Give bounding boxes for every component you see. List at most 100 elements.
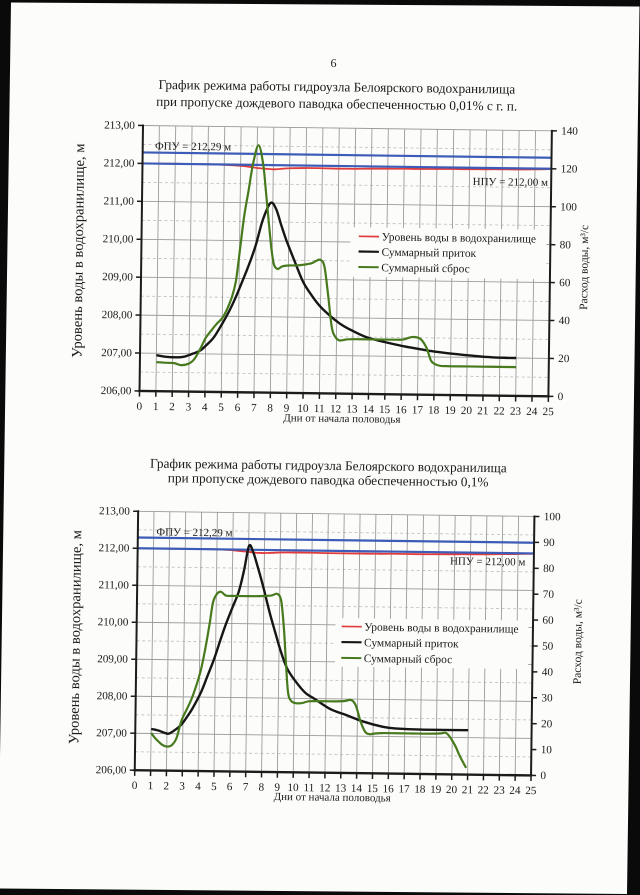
svg-text:40: 40 — [559, 315, 571, 327]
svg-text:График режима работы гидроузла: График режима работы гидроузла Белоярско… — [158, 77, 515, 97]
svg-text:40: 40 — [542, 666, 554, 678]
svg-text:21: 21 — [477, 405, 488, 417]
svg-text:15: 15 — [379, 404, 391, 416]
svg-text:80: 80 — [543, 563, 555, 575]
svg-text:11: 11 — [303, 782, 314, 794]
svg-text:19: 19 — [430, 784, 442, 796]
svg-text:Суммарный приток: Суммарный приток — [364, 637, 459, 650]
svg-text:17: 17 — [412, 404, 424, 416]
svg-text:6: 6 — [330, 56, 336, 70]
svg-text:1: 1 — [148, 780, 154, 792]
svg-text:211,00: 211,00 — [103, 195, 134, 207]
svg-text:Уровень воды в водохранилище,: Уровень воды в водохранилище, м — [66, 530, 85, 744]
svg-text:16: 16 — [382, 783, 394, 795]
svg-text:Суммарный сброс: Суммарный сброс — [381, 262, 470, 275]
svg-text:70: 70 — [543, 589, 555, 601]
svg-text:2: 2 — [163, 780, 169, 792]
svg-text:7: 7 — [251, 402, 257, 414]
svg-text:20: 20 — [541, 718, 553, 730]
svg-text:50: 50 — [542, 641, 554, 653]
svg-text:25: 25 — [525, 785, 537, 797]
svg-text:206,00: 206,00 — [96, 764, 127, 776]
svg-text:23: 23 — [493, 785, 505, 797]
svg-text:при пропуске дождевого паводка: при пропуске дождевого паводка обеспечен… — [156, 94, 517, 114]
svg-text:10: 10 — [541, 744, 553, 756]
svg-text:19: 19 — [444, 405, 456, 417]
svg-text:206,00: 206,00 — [101, 385, 132, 397]
svg-text:100: 100 — [560, 201, 577, 213]
svg-text:17: 17 — [398, 783, 410, 795]
svg-text:210,00: 210,00 — [98, 616, 129, 628]
svg-text:80: 80 — [560, 239, 572, 251]
svg-text:25: 25 — [543, 406, 555, 418]
svg-text:207,00: 207,00 — [101, 347, 132, 359]
svg-text:207,00: 207,00 — [96, 727, 127, 739]
svg-text:Уровень воды в водохранилище,: Уровень воды в водохранилище, м — [69, 143, 88, 357]
svg-text:0: 0 — [540, 770, 546, 782]
svg-text:0: 0 — [132, 780, 138, 792]
svg-text:24: 24 — [509, 785, 521, 797]
svg-text:График режима работы гидроузла: График режима работы гидроузла Белоярско… — [150, 456, 507, 476]
svg-text:0: 0 — [558, 391, 564, 403]
svg-text:90: 90 — [543, 537, 555, 549]
svg-text:212,00: 212,00 — [99, 542, 130, 554]
svg-text:НПУ = 212,00 м: НПУ = 212,00 м — [450, 556, 526, 569]
svg-text:10: 10 — [287, 782, 299, 794]
svg-text:13: 13 — [335, 783, 347, 795]
svg-text:при пропуске дождевого паводка: при пропуске дождевого паводка обеспечен… — [168, 470, 489, 489]
svg-text:12: 12 — [330, 403, 341, 415]
svg-text:209,00: 209,00 — [102, 271, 133, 283]
svg-text:24: 24 — [526, 406, 538, 418]
svg-text:100: 100 — [544, 511, 561, 523]
svg-text:ФПУ = 212,29 м: ФПУ = 212,29 м — [156, 526, 232, 539]
svg-text:4: 4 — [195, 781, 201, 793]
svg-text:20: 20 — [558, 353, 570, 365]
svg-text:140: 140 — [561, 125, 578, 137]
svg-text:212,00: 212,00 — [104, 157, 135, 169]
svg-text:2: 2 — [169, 401, 175, 413]
svg-text:Дни от начала половодья: Дни от начала половодья — [283, 412, 400, 426]
svg-text:23: 23 — [510, 406, 522, 418]
svg-text:4: 4 — [202, 402, 208, 414]
svg-text:ФПУ = 212,29 м: ФПУ = 212,29 м — [155, 140, 231, 153]
svg-text:1: 1 — [153, 401, 159, 413]
svg-text:60: 60 — [559, 277, 571, 289]
svg-text:Суммарный приток: Суммарный приток — [381, 247, 476, 260]
svg-text:9: 9 — [284, 403, 290, 415]
svg-text:Уровень воды в водохранилище: Уровень воды в водохранилище — [364, 622, 518, 636]
svg-text:18: 18 — [428, 405, 440, 417]
svg-text:0: 0 — [136, 401, 142, 413]
svg-text:Расход воды, м³/с: Расход воды, м³/с — [578, 225, 591, 310]
svg-text:9: 9 — [274, 782, 280, 794]
svg-text:20: 20 — [446, 784, 458, 796]
svg-text:120: 120 — [561, 163, 578, 175]
svg-text:208,00: 208,00 — [97, 690, 128, 702]
svg-text:14: 14 — [351, 783, 363, 795]
svg-text:209,00: 209,00 — [97, 653, 128, 665]
svg-text:15: 15 — [367, 783, 379, 795]
svg-text:213,00: 213,00 — [99, 505, 130, 517]
svg-text:12: 12 — [319, 782, 330, 794]
svg-text:3: 3 — [186, 401, 192, 413]
svg-text:Расход воды, м³/с: Расход воды, м³/с — [572, 599, 585, 684]
svg-text:16: 16 — [395, 404, 407, 416]
svg-text:8: 8 — [258, 782, 264, 794]
svg-text:213,00: 213,00 — [104, 119, 135, 131]
svg-text:6: 6 — [227, 781, 233, 793]
svg-text:211,00: 211,00 — [98, 579, 129, 591]
svg-text:Дни от начала половодья: Дни от начала половодья — [274, 791, 391, 805]
svg-text:3: 3 — [179, 781, 185, 793]
svg-text:21: 21 — [462, 784, 473, 796]
svg-text:6: 6 — [235, 402, 241, 414]
svg-text:18: 18 — [414, 784, 426, 796]
svg-text:Суммарный сброс: Суммарный сброс — [364, 653, 453, 666]
svg-text:60: 60 — [542, 615, 554, 627]
svg-text:210,00: 210,00 — [103, 233, 134, 245]
svg-text:8: 8 — [267, 402, 273, 414]
svg-text:5: 5 — [218, 402, 224, 414]
svg-text:30: 30 — [541, 692, 553, 704]
svg-text:Уровень воды в водохранилище: Уровень воды в водохранилище — [382, 232, 536, 246]
svg-text:10: 10 — [297, 403, 309, 415]
svg-text:7: 7 — [243, 781, 249, 793]
svg-text:5: 5 — [211, 781, 217, 793]
